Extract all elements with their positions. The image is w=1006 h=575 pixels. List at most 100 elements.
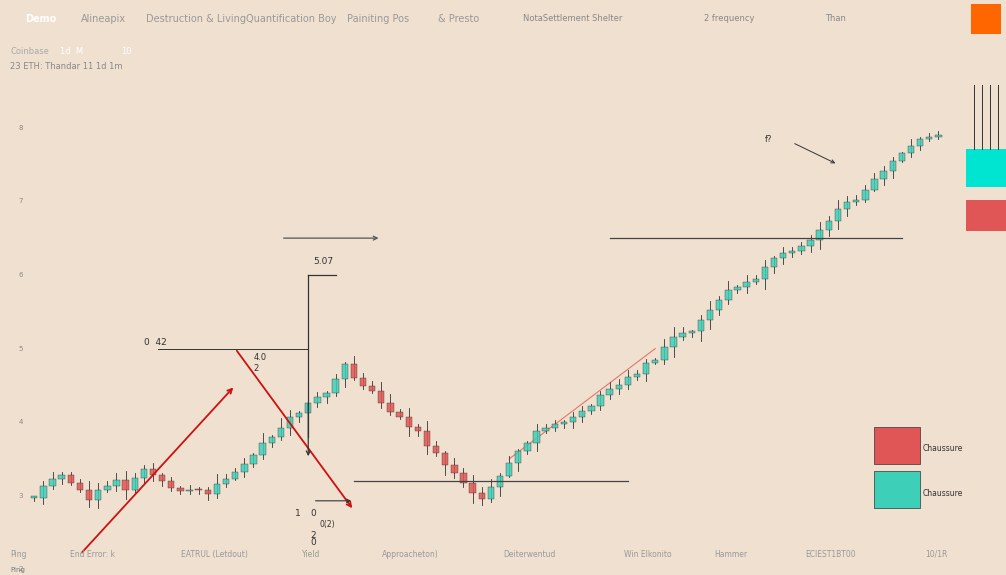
Text: 3: 3 <box>19 493 23 499</box>
Bar <box>798 246 805 251</box>
Bar <box>688 331 695 333</box>
Bar <box>569 417 576 422</box>
Bar <box>123 480 129 490</box>
Bar <box>862 190 868 200</box>
Bar <box>314 397 321 403</box>
Bar <box>542 428 549 431</box>
Bar <box>643 363 649 374</box>
Bar <box>114 480 120 486</box>
Text: 4: 4 <box>19 419 23 425</box>
Text: Alineapix: Alineapix <box>80 14 126 24</box>
Bar <box>780 253 787 258</box>
Bar <box>808 240 814 246</box>
Bar <box>232 472 238 478</box>
Text: Chaussure: Chaussure <box>923 489 963 498</box>
Bar <box>360 378 366 386</box>
Bar <box>67 476 74 482</box>
Bar <box>752 279 759 282</box>
Bar <box>405 417 411 427</box>
Text: NotaSettlement Shelter: NotaSettlement Shelter <box>523 14 623 23</box>
Bar <box>853 200 859 202</box>
Bar <box>560 422 567 424</box>
Bar <box>488 486 494 500</box>
Bar <box>260 443 266 455</box>
Bar <box>589 406 595 411</box>
Bar <box>936 135 942 137</box>
Bar <box>734 288 740 290</box>
Bar <box>874 427 920 464</box>
Bar <box>871 179 877 190</box>
Bar <box>916 139 924 145</box>
Text: f?: f? <box>765 136 773 144</box>
Bar <box>762 267 768 279</box>
Bar <box>351 365 357 378</box>
Bar <box>378 390 384 403</box>
Bar <box>40 486 46 498</box>
Bar <box>278 428 284 437</box>
Text: Deiterwentud: Deiterwentud <box>503 550 555 559</box>
Text: Ping: Ping <box>10 567 25 573</box>
Bar <box>332 379 339 393</box>
Bar <box>461 473 467 483</box>
Text: EATRUL (Letdout): EATRUL (Letdout) <box>181 550 247 559</box>
Text: 10/1R: 10/1R <box>926 550 948 559</box>
Bar <box>907 145 914 154</box>
Bar <box>479 493 485 500</box>
Text: 1d  M: 1d M <box>60 47 83 56</box>
Text: Painiting Pos: Painiting Pos <box>347 14 409 24</box>
Text: Approacheton): Approacheton) <box>382 550 439 559</box>
Bar <box>424 431 431 446</box>
Bar <box>49 479 55 486</box>
Bar <box>433 446 440 453</box>
Bar <box>889 160 896 171</box>
Text: End Error: k: End Error: k <box>70 550 116 559</box>
Bar <box>515 451 521 463</box>
Text: ECIEST1BT00: ECIEST1BT00 <box>805 550 855 559</box>
Text: Than: Than <box>825 14 846 23</box>
Bar <box>414 427 422 431</box>
Bar <box>150 469 156 474</box>
Bar <box>817 231 823 240</box>
Bar <box>269 437 275 443</box>
Bar <box>789 251 796 253</box>
Bar <box>95 489 102 500</box>
Bar <box>616 385 622 389</box>
Text: Ping: Ping <box>10 550 26 559</box>
Bar <box>634 374 640 377</box>
Bar <box>323 393 330 397</box>
Bar <box>369 386 375 390</box>
Bar <box>698 320 704 331</box>
Bar <box>716 300 722 311</box>
Bar <box>213 484 220 494</box>
Bar <box>442 453 449 465</box>
Bar <box>874 472 920 508</box>
Bar <box>223 478 229 484</box>
Bar <box>679 333 686 336</box>
Text: 2: 2 <box>310 531 316 539</box>
Bar <box>927 137 933 139</box>
Bar <box>725 290 731 300</box>
Bar <box>250 455 257 464</box>
Text: 4.0
2: 4.0 2 <box>254 353 267 373</box>
Bar <box>652 361 659 363</box>
Bar <box>533 431 540 443</box>
Text: 7: 7 <box>19 198 23 204</box>
Text: 0(2): 0(2) <box>319 520 335 528</box>
Text: Hammer: Hammer <box>714 550 747 559</box>
Bar <box>387 403 393 412</box>
Bar <box>743 282 749 288</box>
Bar <box>898 154 905 160</box>
Bar <box>971 4 1001 33</box>
Bar <box>195 489 202 490</box>
Bar <box>296 413 303 417</box>
Text: 2: 2 <box>19 566 23 572</box>
Bar <box>86 490 93 500</box>
Bar <box>607 389 613 395</box>
Text: Win Elkonito: Win Elkonito <box>624 550 671 559</box>
Bar <box>141 469 147 478</box>
Bar <box>598 395 604 406</box>
Bar <box>132 478 138 490</box>
Text: Demo: Demo <box>25 14 56 24</box>
Bar <box>241 464 247 472</box>
Bar <box>551 424 558 428</box>
